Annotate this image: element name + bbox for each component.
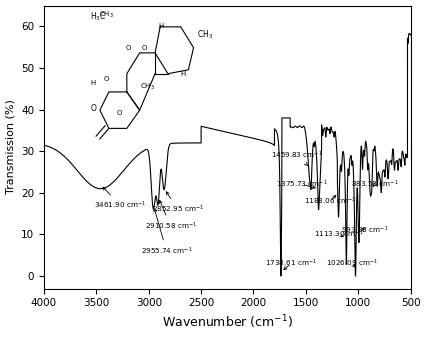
Text: 1375.73 cm$^{-1}$: 1375.73 cm$^{-1}$	[276, 179, 328, 190]
Text: 3461.90 cm$^{-1}$: 3461.90 cm$^{-1}$	[94, 187, 147, 211]
Text: 1738.61 cm$^{-1}$: 1738.61 cm$^{-1}$	[265, 258, 317, 270]
Text: 883.58 cm$^{-1}$: 883.58 cm$^{-1}$	[351, 179, 399, 190]
Y-axis label: Transmission (%): Transmission (%)	[6, 100, 16, 194]
Text: 1026.09 cm$^{-1}$: 1026.09 cm$^{-1}$	[326, 258, 378, 269]
Text: 1459.83 cm$^{-1}$: 1459.83 cm$^{-1}$	[271, 150, 322, 166]
X-axis label: Wavenumber (cm$^{-1}$): Wavenumber (cm$^{-1}$)	[162, 314, 293, 332]
Text: 1188.06 cm$^{-1}$: 1188.06 cm$^{-1}$	[304, 195, 356, 207]
Text: 2910.58 cm$^{-1}$: 2910.58 cm$^{-1}$	[145, 201, 197, 232]
Text: 2955.74 cm$^{-1}$: 2955.74 cm$^{-1}$	[141, 209, 193, 257]
Text: 2852.95 cm$^{-1}$: 2852.95 cm$^{-1}$	[152, 192, 204, 215]
Text: 993.38 cm$^{-1}$: 993.38 cm$^{-1}$	[341, 225, 389, 236]
Text: 1113.30cm$^{-1}$: 1113.30cm$^{-1}$	[314, 229, 364, 240]
